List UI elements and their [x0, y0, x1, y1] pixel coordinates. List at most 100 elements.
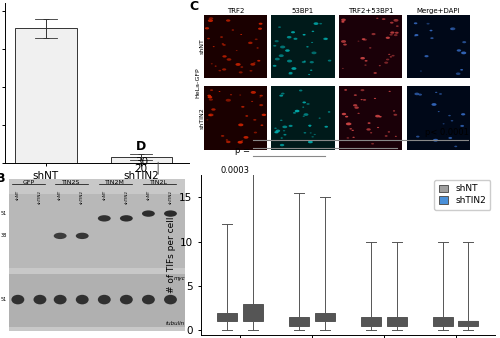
- Circle shape: [284, 134, 286, 136]
- Circle shape: [230, 94, 232, 95]
- Circle shape: [323, 38, 328, 40]
- Circle shape: [430, 30, 432, 31]
- Circle shape: [304, 61, 306, 62]
- Circle shape: [259, 97, 261, 98]
- Circle shape: [374, 72, 377, 74]
- Text: shNT: shNT: [58, 190, 62, 200]
- Text: TIN2L: TIN2L: [150, 180, 168, 185]
- Circle shape: [280, 137, 283, 139]
- Circle shape: [442, 123, 444, 124]
- Text: HeLa-GFP: HeLa-GFP: [196, 68, 200, 98]
- Circle shape: [288, 72, 292, 74]
- Ellipse shape: [76, 233, 88, 239]
- Circle shape: [342, 68, 344, 69]
- PathPatch shape: [315, 313, 335, 321]
- Circle shape: [288, 125, 292, 127]
- Text: 30: 30: [134, 158, 148, 167]
- Circle shape: [211, 108, 216, 111]
- PathPatch shape: [218, 313, 238, 321]
- Text: B: B: [0, 172, 6, 185]
- Circle shape: [240, 34, 242, 35]
- Circle shape: [291, 31, 295, 33]
- Text: TRF2+53BP1: TRF2+53BP1: [348, 8, 394, 14]
- Text: TRF2: TRF2: [226, 8, 244, 14]
- Circle shape: [302, 106, 304, 107]
- Text: 53BP1: 53BP1: [292, 8, 314, 14]
- Circle shape: [302, 61, 306, 63]
- Circle shape: [414, 35, 416, 37]
- Circle shape: [370, 132, 372, 134]
- Circle shape: [251, 101, 253, 102]
- Bar: [204, 86, 267, 150]
- Circle shape: [311, 42, 313, 43]
- Circle shape: [358, 41, 360, 42]
- Circle shape: [394, 34, 398, 36]
- PathPatch shape: [432, 317, 452, 326]
- Circle shape: [394, 114, 397, 116]
- Circle shape: [460, 69, 463, 71]
- Text: Merge+DAPI: Merge+DAPI: [416, 8, 460, 14]
- Circle shape: [294, 38, 298, 40]
- Ellipse shape: [164, 295, 177, 304]
- Circle shape: [319, 23, 322, 24]
- Circle shape: [306, 46, 308, 47]
- Circle shape: [390, 56, 392, 57]
- Circle shape: [244, 136, 248, 139]
- Circle shape: [299, 90, 302, 92]
- Circle shape: [280, 95, 283, 97]
- FancyBboxPatch shape: [8, 178, 185, 332]
- Circle shape: [352, 137, 355, 138]
- Circle shape: [275, 58, 280, 61]
- Circle shape: [344, 89, 347, 91]
- Circle shape: [461, 113, 466, 116]
- Circle shape: [222, 68, 226, 71]
- Circle shape: [312, 51, 316, 54]
- Circle shape: [424, 55, 428, 57]
- Circle shape: [386, 37, 390, 39]
- Circle shape: [343, 44, 347, 46]
- Circle shape: [253, 119, 256, 121]
- Circle shape: [354, 94, 357, 96]
- Ellipse shape: [12, 295, 24, 304]
- Circle shape: [360, 99, 362, 100]
- Ellipse shape: [34, 295, 46, 304]
- Ellipse shape: [76, 295, 88, 304]
- Circle shape: [392, 55, 394, 56]
- Circle shape: [390, 34, 393, 35]
- Circle shape: [395, 136, 397, 137]
- Circle shape: [439, 93, 442, 95]
- Circle shape: [293, 112, 296, 114]
- Circle shape: [388, 91, 391, 92]
- Circle shape: [308, 126, 311, 127]
- Circle shape: [353, 104, 358, 106]
- Circle shape: [374, 98, 376, 99]
- Bar: [406, 15, 470, 78]
- Circle shape: [461, 51, 466, 54]
- Bar: [15, 28, 76, 163]
- Circle shape: [371, 143, 374, 145]
- Circle shape: [218, 70, 221, 71]
- Circle shape: [360, 57, 365, 59]
- Circle shape: [248, 42, 252, 44]
- Text: shTIN2: shTIN2: [124, 190, 128, 204]
- Circle shape: [287, 36, 292, 39]
- Circle shape: [250, 70, 252, 72]
- Circle shape: [360, 89, 364, 91]
- Circle shape: [211, 63, 212, 64]
- PathPatch shape: [243, 304, 263, 321]
- Circle shape: [388, 131, 390, 132]
- Circle shape: [414, 34, 418, 36]
- Circle shape: [384, 62, 388, 64]
- Circle shape: [274, 40, 279, 42]
- Bar: [204, 15, 267, 78]
- Circle shape: [347, 123, 352, 125]
- Circle shape: [208, 19, 213, 22]
- Circle shape: [368, 122, 370, 124]
- Circle shape: [280, 144, 284, 146]
- Circle shape: [304, 132, 306, 134]
- Ellipse shape: [98, 295, 110, 304]
- Bar: [339, 86, 402, 150]
- Circle shape: [259, 104, 263, 106]
- Circle shape: [456, 72, 460, 75]
- Text: shNT: shNT: [200, 39, 205, 54]
